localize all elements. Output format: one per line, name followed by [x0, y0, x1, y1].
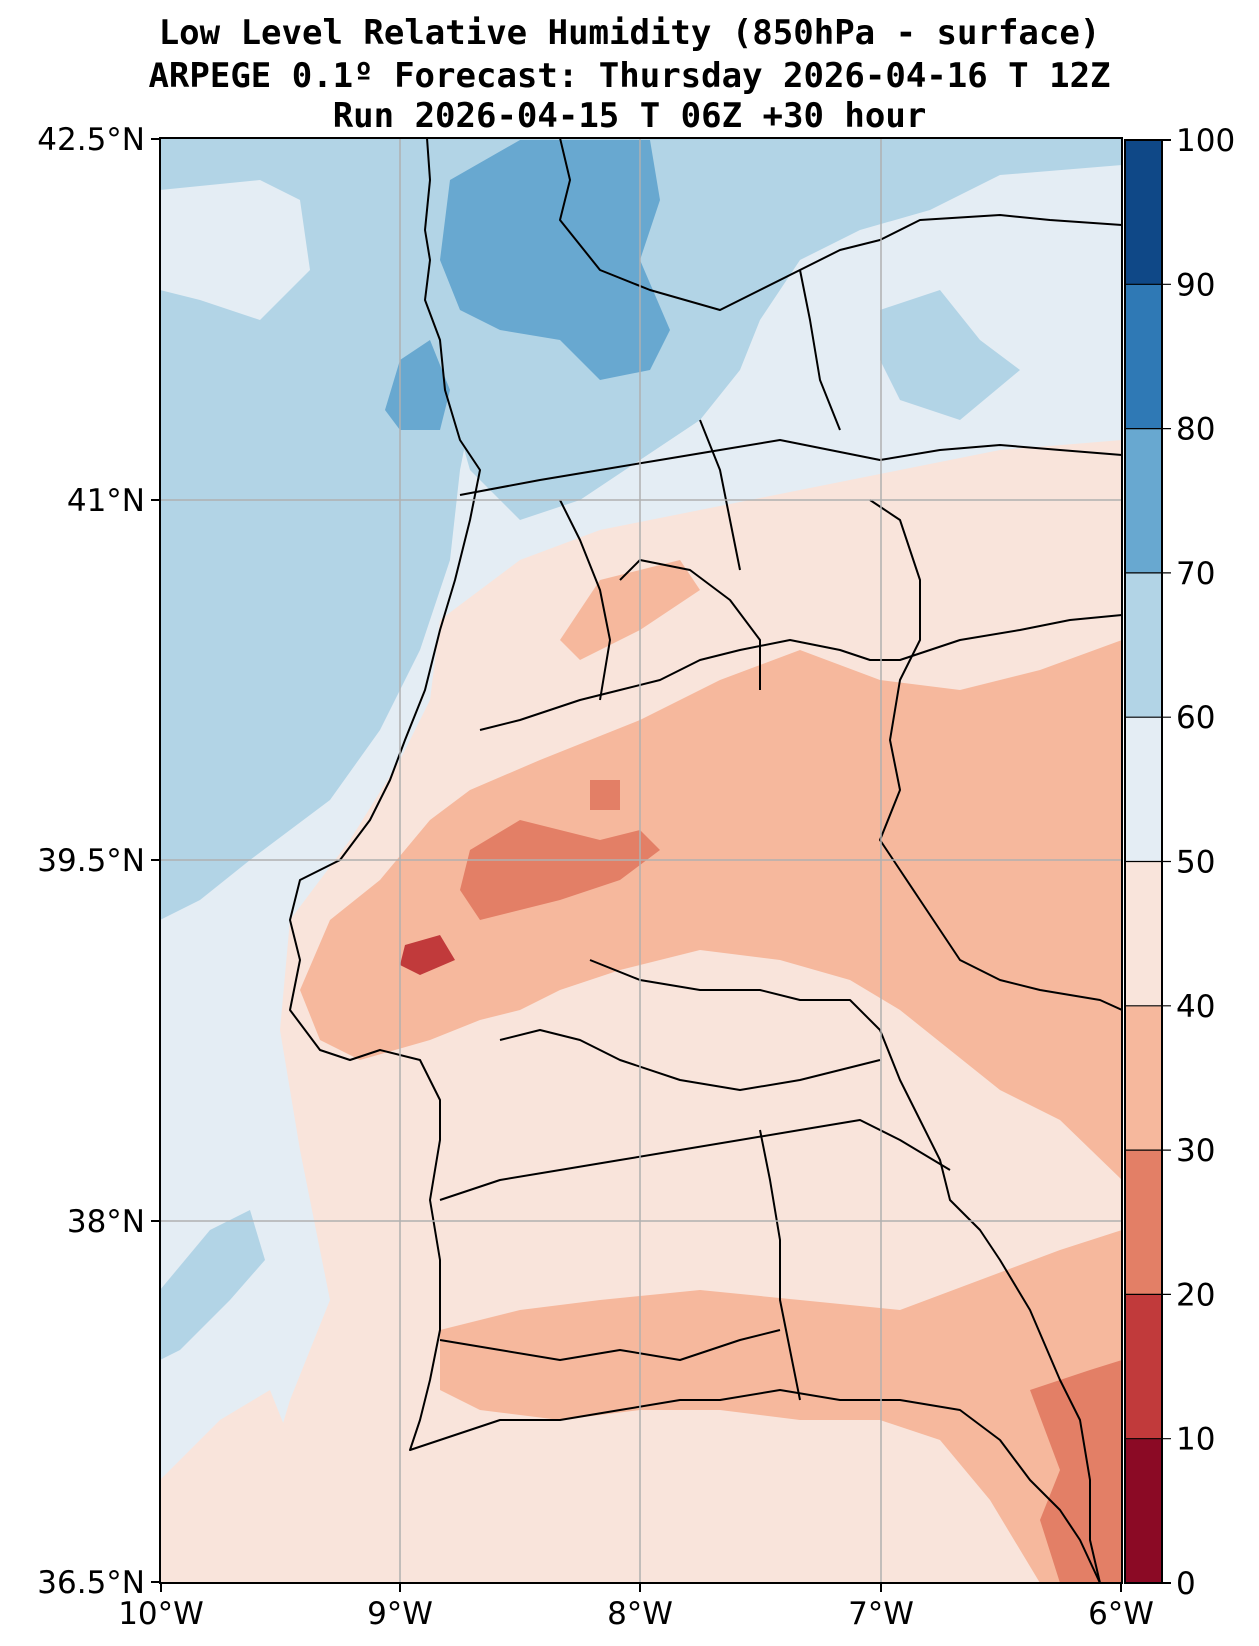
colorbar-segment [1125, 1150, 1162, 1295]
field-60-70-sw [160, 1210, 265, 1360]
colorbar-segment [1125, 861, 1162, 1007]
colorbar-segment [1125, 140, 1162, 285]
colorbar-label: 40 [1176, 989, 1215, 1025]
lon-label: 8°W [607, 1596, 673, 1632]
gridlines [160, 138, 1122, 1583]
map-title: Low Level Relative Humidity (850hPa - su… [158, 13, 1101, 53]
forecast-subtitle: ARPEGE 0.1º Forecast: Thursday 2026-04-1… [148, 56, 1111, 96]
lat-label: 36.5°N [37, 1565, 145, 1601]
lat-label: 38°N [67, 1204, 145, 1240]
colorbar-segment [1125, 284, 1162, 430]
colorbar-label: 30 [1176, 1133, 1215, 1169]
field-30-40-south [440, 1230, 1122, 1583]
colorbar-label: 20 [1176, 1277, 1215, 1313]
lat-label: 39.5°N [37, 843, 145, 879]
field-20-30 [460, 820, 660, 920]
colorbar-label: 60 [1176, 700, 1215, 736]
field-40-50-sw [160, 1390, 300, 1583]
colorbar-segment [1125, 428, 1162, 574]
lon-label: 9°W [367, 1596, 433, 1632]
colorbar-segment [1125, 572, 1162, 718]
lat-label: 42.5°N [37, 122, 145, 158]
field-20-30-se [1030, 1360, 1122, 1583]
colorbar: 0 10 20 30 40 50 60 70 80 90 100 [1125, 123, 1235, 1602]
field-70-80 [440, 140, 670, 380]
lon-label: 10°W [118, 1596, 204, 1632]
run-subtitle: Run 2026-04-15 T 06Z +30 hour [332, 96, 927, 136]
lat-label: 41°N [67, 483, 145, 519]
coastlines-borders [289, 138, 1122, 1583]
humidity-field [160, 138, 1122, 1583]
colorbar-label: 100 [1176, 123, 1235, 159]
colorbar-label: 70 [1176, 556, 1215, 592]
axis-ticks [151, 138, 1122, 1592]
colorbar-segment [1125, 717, 1162, 862]
colorbar-label: 90 [1176, 267, 1215, 303]
colorbar-label: 80 [1176, 412, 1215, 448]
field-20-30-patch [590, 780, 620, 810]
colorbar-segment [1125, 1438, 1162, 1584]
colorbar-label: 0 [1176, 1566, 1196, 1602]
field-60-70-ocean [160, 138, 470, 920]
colorbar-label: 50 [1176, 845, 1215, 881]
field-30-40 [300, 640, 1122, 1180]
field-30-40-north [560, 560, 700, 660]
field-10-20 [400, 935, 455, 975]
lon-label: 6°W [1088, 1596, 1154, 1632]
lon-label: 7°W [848, 1596, 914, 1632]
field-70-80-coast [385, 340, 450, 430]
field-60-70-ne [880, 290, 1020, 420]
colorbar-segment [1125, 1005, 1162, 1151]
field-50-60-patch [160, 180, 310, 320]
colorbar-label: 10 [1176, 1422, 1215, 1458]
colorbar-frame [1124, 139, 1163, 1584]
colorbar-segment [1125, 1294, 1162, 1440]
